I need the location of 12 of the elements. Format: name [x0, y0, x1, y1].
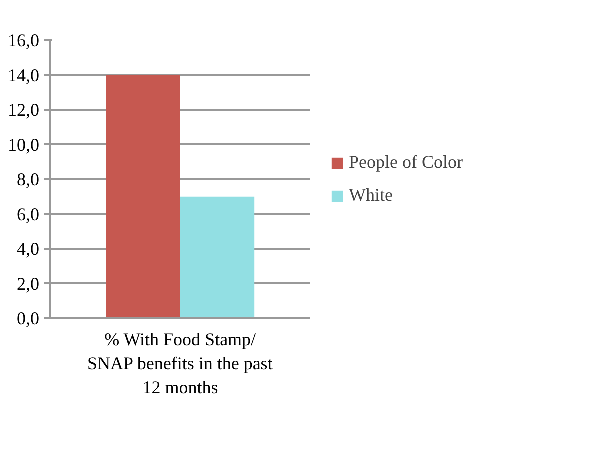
y-tick-label: 14,0	[8, 65, 40, 86]
y-tick-label: 6,0	[17, 204, 40, 224]
legend-label: People of Color	[349, 152, 463, 173]
y-tick-label: 2,0	[17, 274, 40, 294]
y-tick-label: 12,0	[8, 100, 40, 120]
x-tick-label: % With Food Stamp/ SNAP benefits in the past 12 months	[88, 330, 273, 398]
y-tick-label: 4,0	[17, 239, 40, 259]
y-tick-label: 10,0	[8, 134, 40, 155]
legend-label: White	[349, 185, 393, 206]
y-tick-label: 0,0	[17, 308, 40, 328]
y-tick-label: 8,0	[17, 170, 40, 190]
y-tick-label: 16,0	[8, 30, 40, 50]
